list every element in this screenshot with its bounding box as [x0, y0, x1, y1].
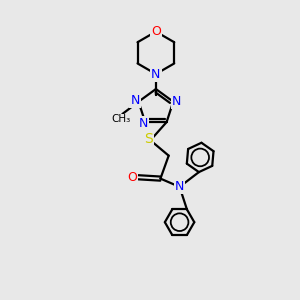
Text: N: N — [172, 95, 181, 108]
Text: N: N — [139, 117, 148, 130]
Text: N: N — [130, 94, 140, 107]
Text: O: O — [127, 171, 137, 184]
Text: O: O — [151, 25, 161, 38]
Text: S: S — [145, 132, 153, 146]
Text: CH₃: CH₃ — [111, 114, 130, 124]
Text: N: N — [151, 68, 160, 80]
Text: N: N — [175, 180, 184, 194]
